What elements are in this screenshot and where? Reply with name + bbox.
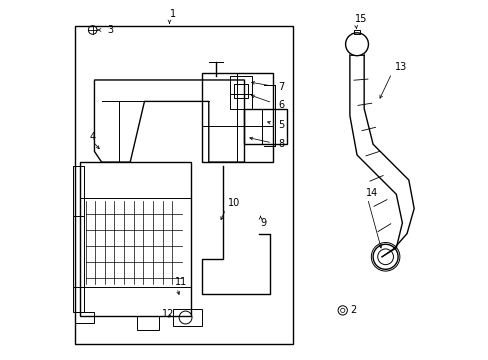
Text: 10: 10 — [228, 198, 240, 208]
Text: 14: 14 — [365, 188, 377, 198]
Text: 5: 5 — [278, 120, 284, 130]
Text: 7: 7 — [278, 82, 284, 92]
Text: 4: 4 — [89, 132, 95, 142]
Text: 15: 15 — [354, 14, 367, 24]
Text: 9: 9 — [260, 218, 266, 228]
Text: 13: 13 — [394, 63, 406, 72]
Text: 6: 6 — [278, 100, 284, 110]
Text: 12: 12 — [162, 309, 174, 319]
Text: 2: 2 — [349, 305, 355, 315]
Text: 11: 11 — [175, 277, 187, 287]
Text: 8: 8 — [278, 139, 284, 149]
Text: 3: 3 — [107, 25, 113, 35]
Text: 1: 1 — [169, 9, 175, 19]
